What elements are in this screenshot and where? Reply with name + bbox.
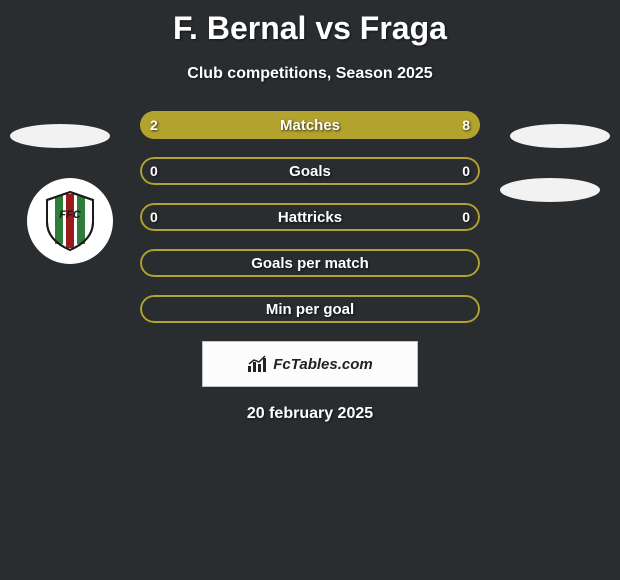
stat-row-matches: 28Matches xyxy=(140,111,480,139)
club-left-badge: FFC xyxy=(27,178,113,264)
date-text: 20 february 2025 xyxy=(0,405,620,423)
stat-label: Goals xyxy=(140,157,480,185)
comparison-chart: FFC 28Matches 00Goals 00Hattricks Goals per… xyxy=(0,111,620,423)
stat-row-hattricks: 00Hattricks xyxy=(140,203,480,231)
page-subtitle: Club competitions, Season 2025 xyxy=(0,65,620,83)
stat-row-goals-per-match: Goals per match xyxy=(140,249,480,277)
stat-label: Min per goal xyxy=(140,295,480,323)
player-left-avatar-placeholder xyxy=(10,124,110,148)
stat-row-min-per-goal: Min per goal xyxy=(140,295,480,323)
stat-row-goals: 00Goals xyxy=(140,157,480,185)
svg-text:FFC: FFC xyxy=(59,209,81,221)
club-right-avatar-placeholder xyxy=(500,178,600,202)
stat-label: Hattricks xyxy=(140,203,480,231)
page-title: F. Bernal vs Fraga xyxy=(0,0,620,47)
stat-label: Goals per match xyxy=(140,249,480,277)
shield-icon: FFC xyxy=(37,188,103,254)
bar-chart-icon xyxy=(247,355,269,373)
stat-label: Matches xyxy=(140,111,480,139)
fctables-brand-box: FcTables.com xyxy=(202,341,418,387)
fctables-brand-text: FcTables.com xyxy=(273,356,372,373)
player-right-avatar-placeholder xyxy=(510,124,610,148)
